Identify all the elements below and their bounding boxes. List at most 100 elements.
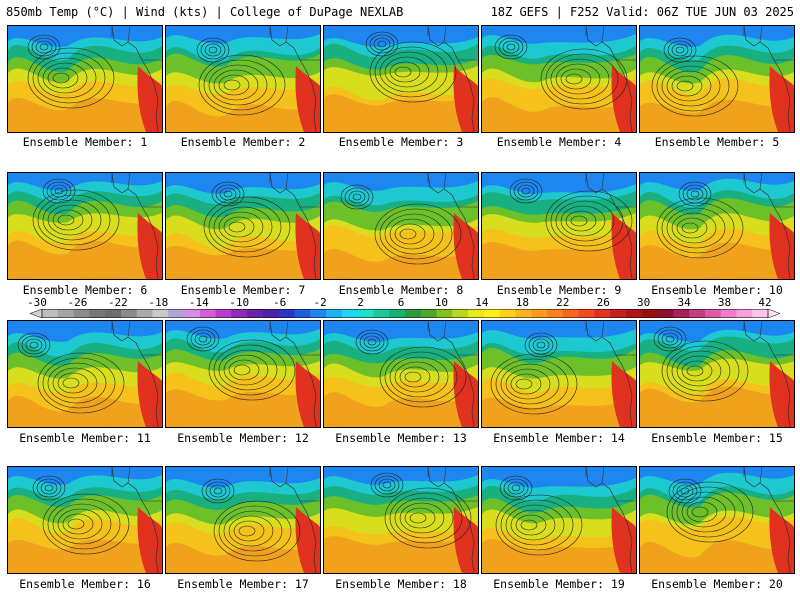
pressure-contour xyxy=(671,43,689,57)
pressure-contour xyxy=(404,371,422,383)
pressure-contour xyxy=(678,181,712,207)
temperature-map xyxy=(8,467,162,573)
temperature-map xyxy=(324,467,478,573)
pressure-contour xyxy=(194,332,212,346)
pressure-contour xyxy=(517,184,535,198)
pressure-contour xyxy=(513,181,539,201)
pressure-contour xyxy=(671,486,745,538)
temperature-band xyxy=(482,26,636,44)
ensemble-panel[interactable] xyxy=(165,466,321,574)
colorbar-segment xyxy=(689,309,706,318)
pressure-contour xyxy=(668,478,702,504)
pressure-contour xyxy=(521,187,531,195)
pressure-contour xyxy=(494,34,528,60)
pressure-contour xyxy=(369,41,457,103)
pressure-contour xyxy=(340,184,374,210)
pressure-contour xyxy=(379,208,453,260)
ensemble-panel[interactable] xyxy=(323,25,479,133)
pressure-contour xyxy=(32,52,106,104)
pressure-contour xyxy=(394,361,440,393)
colorbar-segment xyxy=(184,309,201,318)
ensemble-member-label: Ensemble Member: 1 xyxy=(22,135,148,149)
colorbar-tick-label: 26 xyxy=(596,296,610,309)
pressure-contour xyxy=(37,57,97,99)
temperature-map xyxy=(482,173,636,279)
temperature-band xyxy=(640,173,794,191)
ensemble-member-label: Ensemble Member: 10 xyxy=(651,283,783,297)
pressure-contour xyxy=(686,187,704,201)
ensemble-panel[interactable] xyxy=(323,172,479,280)
ensemble-panel[interactable] xyxy=(481,320,637,428)
ensemble-member-label: Ensemble Member: 3 xyxy=(338,135,464,149)
pressure-contour xyxy=(208,201,282,253)
colorbar-tick-labels: -30 -26 -22 -18 -14 -10 -6 -2 2 6 10 14 18 22 26 30 34 38… xyxy=(0,296,800,309)
ensemble-panel[interactable] xyxy=(7,466,163,574)
pressure-contour xyxy=(675,46,685,54)
pressure-contour xyxy=(545,190,633,252)
ensemble-panel[interactable] xyxy=(481,172,637,280)
ensemble-member-label: Ensemble Member: 5 xyxy=(654,135,780,149)
colorbar-tick-label: -22 xyxy=(107,296,128,309)
colorbar-segment xyxy=(578,309,595,318)
pressure-contour xyxy=(367,338,377,346)
pressure-contour xyxy=(510,509,556,541)
pressure-contour xyxy=(42,178,76,204)
pressure-contour xyxy=(528,335,554,355)
pressure-contour xyxy=(671,212,717,244)
header-title-right: 18Z GEFS | F252 Valid: 06Z TUE JUN 03 20… xyxy=(490,5,794,19)
pressure-contour xyxy=(690,190,700,198)
pressure-contour xyxy=(348,190,366,204)
pressure-contour xyxy=(37,352,125,414)
temperature-band xyxy=(8,321,162,342)
pressure-contour xyxy=(359,332,385,352)
ensemble-panel[interactable] xyxy=(481,25,637,133)
ensemble-panel[interactable] xyxy=(639,25,795,133)
ensemble-panel[interactable] xyxy=(481,466,637,574)
ensemble-panel[interactable] xyxy=(639,320,795,428)
pressure-contour xyxy=(373,37,391,51)
political-border xyxy=(585,467,636,502)
pressure-contour xyxy=(223,216,255,238)
ensemble-panel[interactable] xyxy=(7,25,163,133)
ensemble-panel[interactable] xyxy=(639,172,795,280)
ensemble-panel[interactable] xyxy=(7,172,163,280)
pressure-contour xyxy=(661,340,749,402)
colorbar-tick-label: -14 xyxy=(188,296,209,309)
temperature-map xyxy=(166,173,320,279)
ensemble-panel[interactable] xyxy=(165,25,321,133)
ensemble-panel[interactable] xyxy=(165,172,321,280)
pressure-contour xyxy=(218,74,250,96)
warm-anomaly xyxy=(137,66,162,132)
political-border xyxy=(427,321,478,356)
political-border xyxy=(111,173,162,208)
ensemble-panel[interactable] xyxy=(639,466,795,574)
temperature-map xyxy=(324,26,478,132)
ensemble-member-label: Ensemble Member: 11 xyxy=(19,431,151,445)
pressure-contour xyxy=(52,72,70,84)
pressure-contour xyxy=(510,373,542,395)
pressure-contour xyxy=(676,355,722,387)
pressure-contour xyxy=(502,40,520,54)
political-border xyxy=(269,26,320,61)
pressure-contour xyxy=(389,61,421,83)
pressure-contour xyxy=(377,40,387,48)
pressure-contour xyxy=(223,79,241,91)
pressure-contour xyxy=(651,55,739,117)
pressure-contour xyxy=(681,360,713,382)
ensemble-panel[interactable] xyxy=(165,320,321,428)
pressure-contour xyxy=(211,181,245,207)
temperature-band xyxy=(324,26,478,47)
colorbar-segment xyxy=(57,309,75,318)
warm-anomaly xyxy=(137,361,162,427)
ensemble-panel[interactable] xyxy=(323,320,479,428)
ensemble-panel[interactable] xyxy=(323,466,479,574)
warm-anomaly xyxy=(295,213,320,279)
pressure-contour xyxy=(545,53,619,105)
ensemble-panel[interactable] xyxy=(7,320,163,428)
colorbar-segment xyxy=(704,309,722,318)
political-border xyxy=(743,173,794,208)
colorbar-segment xyxy=(436,309,453,318)
pressure-contour xyxy=(394,66,412,78)
temperature-map xyxy=(324,173,478,279)
political-border xyxy=(111,467,162,502)
